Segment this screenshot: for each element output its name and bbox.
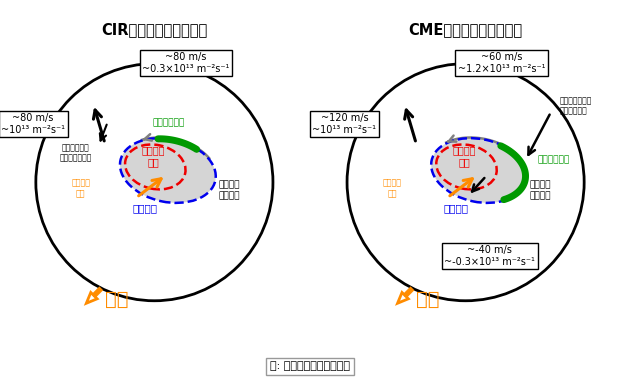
Text: ~120 m/s
~10¹³ m⁻²s⁻¹: ~120 m/s ~10¹³ m⁻²s⁻¹ [312, 113, 376, 134]
Text: オーロラ
オーバル: オーロラ オーバル [218, 181, 240, 200]
Text: ~80 m/s
~0.3×10¹³ m⁻²s⁻¹: ~80 m/s ~0.3×10¹³ m⁻²s⁻¹ [142, 52, 229, 74]
Text: ~60 m/s
~1.2×10¹³ m⁻²s⁻¹: ~60 m/s ~1.2×10¹³ m⁻²s⁻¹ [458, 52, 545, 74]
Text: ジュール加熱: ジュール加熱 [538, 155, 570, 164]
Text: スパール
バル: スパール バル [142, 146, 166, 167]
Text: ジュール加熱: ジュール加熱 [153, 118, 185, 127]
Text: 極方向の
流れ: 極方向の 流れ [383, 179, 402, 198]
Text: 低エネルギー電
子の降り込み: 低エネルギー電 子の降り込み [560, 96, 592, 115]
Ellipse shape [431, 138, 527, 203]
Text: オーロラ
オーバル: オーロラ オーバル [529, 181, 551, 200]
Ellipse shape [120, 138, 216, 203]
Text: 低エネルギー
電子の降り込み: 低エネルギー 電子の降り込み [59, 143, 92, 162]
Text: ~80 m/s
~10¹³ m⁻²s⁻¹: ~80 m/s ~10¹³ m⁻²s⁻¹ [1, 113, 65, 134]
Text: トロムソ: トロムソ [132, 203, 157, 213]
Title: CME起源の磁気嵐の場合: CME起源の磁気嵐の場合 [409, 22, 523, 37]
FancyArrow shape [397, 288, 412, 303]
Text: 太陽: 太陽 [416, 290, 440, 309]
Text: ~-40 m/s
~-0.3×10¹³ m⁻²s⁻¹: ~-40 m/s ~-0.3×10¹³ m⁻²s⁻¹ [445, 245, 535, 267]
Title: CIR起源の磁気嵐の場合: CIR起源の磁気嵐の場合 [101, 22, 208, 37]
Text: トロムソ: トロムソ [443, 203, 468, 213]
Text: 極方向の
流れ: 極方向の 流れ [71, 179, 91, 198]
Text: 太陽: 太陽 [105, 290, 128, 309]
Text: （: 大規模な磁気嵐時のみ: （: 大規模な磁気嵐時のみ [270, 362, 350, 371]
FancyArrow shape [86, 288, 101, 303]
Text: スパール
バル: スパール バル [453, 146, 476, 167]
